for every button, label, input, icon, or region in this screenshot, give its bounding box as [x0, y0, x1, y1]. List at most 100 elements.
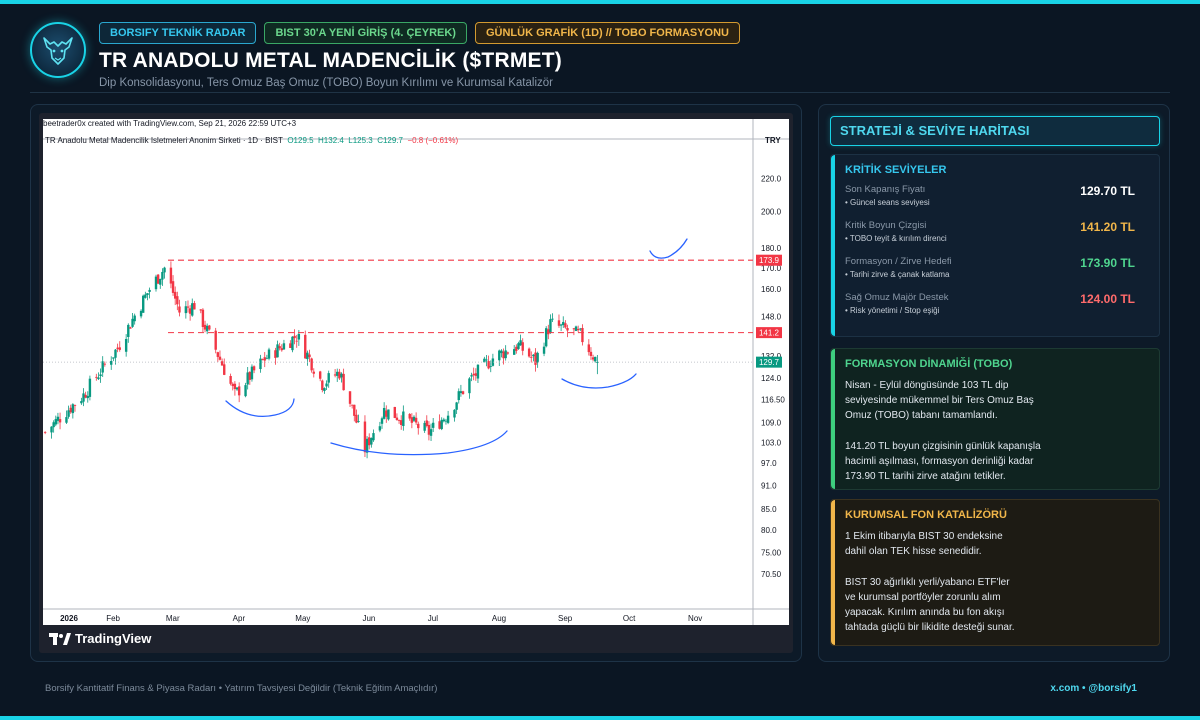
- price-label: 141.2: [759, 329, 780, 338]
- candle-body: [425, 420, 428, 426]
- y-tick-label: 132.0: [761, 352, 782, 361]
- candle-body: [596, 362, 599, 363]
- candle-body: [417, 423, 420, 429]
- candle-body: [184, 306, 188, 314]
- candle-body: [429, 429, 433, 436]
- candle-body: [129, 327, 132, 329]
- candle-body: [502, 351, 505, 359]
- candle-body: [84, 394, 87, 398]
- page-subtitle: Dip Konsolidasyonu, Ters Omuz Baş Omuz (…: [99, 77, 553, 89]
- candle-body: [372, 433, 375, 441]
- x-tick-label: 2026: [60, 614, 78, 623]
- candle-body: [399, 420, 403, 425]
- candle-body: [178, 306, 181, 313]
- candle-body: [291, 336, 294, 351]
- candle-body: [385, 410, 388, 417]
- bull-logo-icon: [30, 22, 86, 78]
- candle-body: [173, 291, 177, 299]
- chart-panel: 220.0 200.0 180.0 170.0 160.0 148.0 132.0 124.0…: [30, 104, 802, 662]
- candle-body: [527, 348, 531, 357]
- strategy-panel: STRATEJİ & SEVİYE HARİTASI KRİTİK SEVİYE…: [818, 104, 1170, 662]
- candle-body: [82, 393, 85, 402]
- candle-body: [223, 364, 226, 375]
- low-value: L125.3: [348, 136, 373, 145]
- candle-body: [446, 415, 450, 423]
- high-value: H132.4: [318, 136, 344, 145]
- candle-body: [380, 418, 384, 424]
- tradingview-frame: 220.0 200.0 180.0 170.0 160.0 148.0 132.0 124.0…: [39, 113, 793, 653]
- candle-body: [506, 352, 510, 354]
- strategy-title: STRATEJİ & SEVİYE HARİTASI: [830, 116, 1160, 146]
- candle-body: [50, 426, 53, 433]
- candle-body: [321, 380, 324, 391]
- price-label: 173.9: [759, 256, 780, 265]
- candle-body: [513, 349, 516, 355]
- level-name: Sağ Omuz Majör Destek: [845, 292, 949, 303]
- level-row: Sağ Omuz Majör Destek • Risk yönetimi / …: [845, 292, 1147, 328]
- candle-body: [163, 267, 166, 273]
- level-name: Kritik Boyun Çizgisi: [845, 220, 927, 231]
- candle-body: [65, 417, 68, 423]
- candle-body: [318, 371, 322, 379]
- candle-body: [547, 329, 550, 335]
- candle-body: [442, 419, 446, 422]
- x-tick-label: Jun: [362, 614, 375, 623]
- candle-body: [308, 354, 311, 358]
- candle-body: [542, 346, 546, 354]
- candle-body: [589, 351, 593, 357]
- bottom-accent-bar: [0, 716, 1200, 720]
- target-arrow-annotation: [649, 238, 688, 259]
- candle-body: [572, 328, 576, 330]
- level-row: Formasyon / Zirve Hedefi • Tarihi zirve …: [845, 256, 1147, 292]
- candle-body: [176, 296, 179, 305]
- candle-body: [457, 391, 460, 401]
- footer-social-link[interactable]: x.com • @borsify1: [1050, 683, 1137, 694]
- candle-body: [387, 409, 390, 420]
- candle-body: [483, 358, 486, 363]
- candle-body: [397, 420, 401, 421]
- candle-body: [229, 376, 232, 384]
- candle-body: [459, 391, 463, 394]
- candle-body: [231, 383, 234, 387]
- candle-body: [142, 295, 145, 313]
- candle-body: [551, 318, 554, 320]
- candle-body: [530, 356, 533, 358]
- x-tick-label: Apr: [233, 614, 246, 623]
- candle-body: [69, 407, 72, 413]
- candle-body: [144, 294, 147, 298]
- candle-body: [199, 309, 202, 311]
- level-value: 129.70 TL: [1080, 184, 1135, 198]
- candle-body: [214, 330, 217, 350]
- formation-title: FORMASYON DİNAMİĞİ (TOBO): [845, 358, 1013, 370]
- candle-body: [587, 344, 591, 353]
- badge-timeframe: GÜNLÜK GRAFİK (1D) // TOBO FORMASYONU: [474, 22, 740, 44]
- candle-body: [306, 352, 309, 360]
- candle-body: [88, 378, 92, 397]
- candle-body: [73, 405, 77, 406]
- candle-body: [382, 407, 386, 419]
- candle-body: [357, 421, 360, 422]
- candle-body: [414, 417, 418, 423]
- candle-body: [116, 347, 119, 349]
- candle-body: [139, 310, 143, 317]
- level-name: Formasyon / Zirve Hedefi: [845, 256, 952, 267]
- x-tick-label: Aug: [492, 614, 506, 623]
- candle-body: [338, 371, 341, 379]
- candle-body: [203, 324, 207, 330]
- candle-body: [169, 267, 173, 284]
- candle-body: [487, 361, 490, 369]
- chart-canvas[interactable]: [43, 119, 789, 625]
- y-tick-label: 200.0: [761, 208, 782, 217]
- candle-body: [365, 438, 369, 453]
- candle-body: [534, 352, 537, 365]
- catalyst-title: KURUMSAL FON KATALİZÖRÜ: [845, 509, 1007, 521]
- y-tick-label: 80.0: [761, 526, 777, 535]
- candle-body: [340, 373, 343, 378]
- candle-body: [156, 274, 160, 284]
- candle-body: [474, 373, 478, 376]
- candle-body: [118, 347, 121, 350]
- candle-body: [244, 385, 247, 397]
- tradingview-brand: TradingView: [75, 631, 152, 646]
- candle-body: [544, 328, 548, 347]
- candlestick-chart[interactable]: 220.0 200.0 180.0 170.0 160.0 148.0 132.0 124.0…: [43, 119, 789, 625]
